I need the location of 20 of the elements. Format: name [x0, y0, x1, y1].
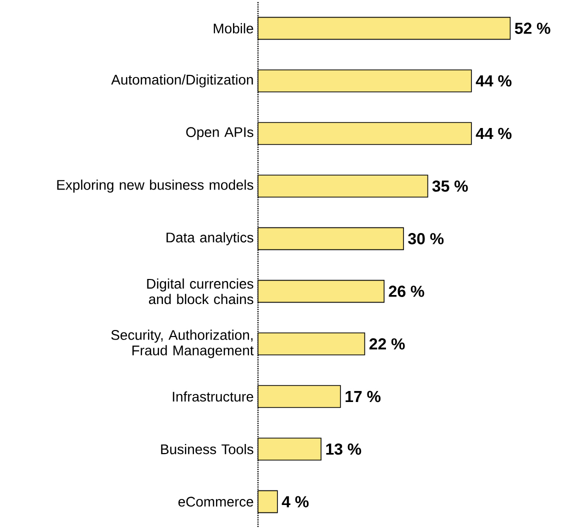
y-tick-label: Business Tools: [161, 444, 254, 454]
data-label: 30 %: [408, 233, 444, 244]
y-tick-label: Security, Authorization, Fraud Management: [111, 330, 254, 358]
data-label: 44 %: [476, 75, 512, 87]
y-tick-label: Infrastructure: [172, 391, 254, 402]
y-tick-label: Data analytics: [166, 232, 254, 246]
y-tick-label: Automation/Digitization: [111, 74, 253, 88]
data-label: 35 %: [432, 180, 468, 192]
y-tick-label: Digital currencies and block chains: [147, 278, 254, 304]
data-label: 13 %: [326, 443, 362, 455]
data-label: 52 %: [514, 22, 550, 34]
data-label: 22 %: [369, 338, 405, 350]
y-tick-label: Open APIs: [186, 127, 254, 140]
data-label: 44 %: [476, 128, 512, 140]
data-label: 4 %: [282, 496, 309, 508]
y-tick-label: eCommerce: [178, 496, 254, 507]
y-tick-label: Mobile: [214, 23, 254, 34]
data-label: 26 %: [388, 286, 424, 297]
data-label: 17 %: [346, 390, 381, 402]
y-tick-label: Exploring new business models: [57, 180, 254, 193]
